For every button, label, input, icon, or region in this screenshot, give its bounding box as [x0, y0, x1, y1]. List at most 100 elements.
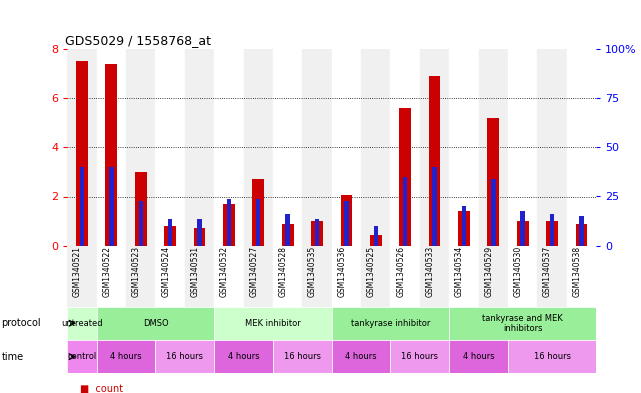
Bar [303, 49, 332, 246]
Text: control: control [67, 352, 97, 361]
Bar [214, 246, 244, 307]
Bar [126, 49, 155, 246]
Text: GSM1340528: GSM1340528 [279, 246, 288, 297]
Bar [479, 246, 508, 307]
Text: GSM1340533: GSM1340533 [426, 246, 435, 297]
Text: ■  count: ■ count [80, 384, 123, 393]
Bar [449, 246, 479, 307]
Bar [487, 118, 499, 246]
Text: GSM1340532: GSM1340532 [220, 246, 229, 297]
Text: GDS5029 / 1558768_at: GDS5029 / 1558768_at [65, 33, 211, 46]
Bar [97, 246, 126, 307]
Bar [227, 199, 231, 246]
Bar [244, 49, 273, 246]
Bar [126, 246, 155, 307]
Bar [194, 228, 205, 246]
Bar [79, 167, 84, 246]
Text: 16 hours: 16 hours [166, 352, 203, 361]
Bar [244, 246, 273, 307]
Bar [458, 211, 470, 246]
Text: GSM1340526: GSM1340526 [396, 246, 405, 297]
Bar [576, 224, 587, 246]
Bar [67, 340, 97, 373]
Bar [449, 49, 479, 246]
Text: GSM1340525: GSM1340525 [367, 246, 376, 297]
Bar [361, 49, 390, 246]
Bar [67, 246, 97, 307]
Text: tankyrase inhibitor: tankyrase inhibitor [351, 319, 430, 328]
Bar [537, 246, 567, 307]
Bar [550, 214, 554, 246]
Bar [185, 246, 214, 307]
Bar [214, 49, 244, 246]
Text: time: time [1, 352, 24, 362]
Text: GSM1340527: GSM1340527 [249, 246, 258, 297]
Text: GSM1340538: GSM1340538 [572, 246, 581, 297]
Bar [214, 340, 273, 373]
Text: GSM1340537: GSM1340537 [543, 246, 552, 297]
Bar [567, 246, 596, 307]
Text: GSM1340523: GSM1340523 [132, 246, 141, 297]
Bar [420, 49, 449, 246]
Bar [106, 64, 117, 246]
Bar [537, 49, 567, 246]
Bar [390, 49, 420, 246]
Text: DMSO: DMSO [143, 319, 168, 328]
Bar [491, 179, 495, 246]
Text: GSM1340535: GSM1340535 [308, 246, 317, 297]
Text: 16 hours: 16 hours [284, 352, 321, 361]
Text: 4 hours: 4 hours [228, 352, 260, 361]
Bar [332, 49, 361, 246]
Bar [214, 307, 332, 340]
Text: GSM1340531: GSM1340531 [190, 246, 199, 297]
Text: GSM1340521: GSM1340521 [73, 246, 82, 297]
Text: 16 hours: 16 hours [533, 352, 570, 361]
Bar [508, 49, 537, 246]
Bar [340, 195, 353, 246]
Bar [67, 49, 97, 246]
Bar [374, 226, 378, 246]
Text: GSM1340534: GSM1340534 [455, 246, 464, 297]
Bar [285, 214, 290, 246]
Bar [332, 340, 390, 373]
Text: protocol: protocol [1, 318, 41, 328]
Text: GSM1340536: GSM1340536 [337, 246, 346, 297]
Bar [138, 201, 143, 246]
Bar [361, 246, 390, 307]
Bar [429, 76, 440, 246]
Bar [508, 246, 537, 307]
Bar [303, 246, 332, 307]
Text: GSM1340530: GSM1340530 [513, 246, 522, 297]
Text: GSM1340529: GSM1340529 [485, 246, 494, 297]
Bar [155, 49, 185, 246]
Bar [97, 340, 155, 373]
Bar [273, 340, 332, 373]
Bar [567, 49, 596, 246]
Bar [479, 49, 508, 246]
Text: 4 hours: 4 hours [463, 352, 494, 361]
Bar [155, 340, 214, 373]
Bar [332, 246, 361, 307]
Bar [273, 49, 303, 246]
Bar [67, 307, 97, 340]
Bar [344, 201, 349, 246]
Bar [311, 221, 323, 246]
Bar [462, 206, 466, 246]
Bar [449, 340, 508, 373]
Bar [135, 172, 147, 246]
Bar [332, 307, 449, 340]
Bar [155, 246, 185, 307]
Text: untreated: untreated [61, 319, 103, 328]
Bar [420, 246, 449, 307]
Bar [76, 61, 88, 246]
Bar [520, 211, 525, 246]
Bar [97, 307, 214, 340]
Text: tankyrase and MEK
inhibitors: tankyrase and MEK inhibitors [482, 314, 563, 333]
Bar [185, 49, 214, 246]
Bar [399, 108, 411, 246]
Text: GSM1340522: GSM1340522 [103, 246, 112, 297]
Bar [517, 221, 529, 246]
Text: MEK inhibitor: MEK inhibitor [245, 319, 301, 328]
Text: GSM1340524: GSM1340524 [161, 246, 170, 297]
Bar [449, 307, 596, 340]
